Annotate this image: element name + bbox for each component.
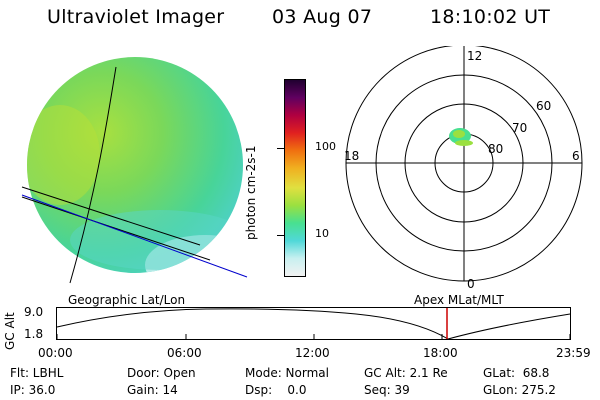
color-scale-tick-100 bbox=[277, 148, 284, 149]
glat-info: GLat: 68.8 bbox=[483, 366, 550, 380]
earth-disk bbox=[27, 57, 243, 273]
ip-info: IP: 36.0 bbox=[10, 383, 56, 397]
timeline-y-tick-bottom: 1.8 bbox=[24, 327, 44, 341]
glon-info: GLon: 275.2 bbox=[483, 383, 556, 397]
sequence-info: Seq: 39 bbox=[364, 383, 410, 397]
meridian-line bbox=[69, 66, 117, 284]
filter-info: Flt: LBHL bbox=[10, 366, 64, 380]
observation-date: 03 Aug 07 bbox=[272, 6, 373, 28]
timeline-x-tick-1200: 12:00 bbox=[295, 346, 330, 360]
timeline-y-axis-label: GC Alt bbox=[3, 312, 17, 350]
lat-label-80: 80 bbox=[488, 142, 503, 156]
lat-label-70: 70 bbox=[512, 121, 527, 135]
door-info: Door: Open bbox=[127, 366, 196, 380]
timeline-x-tick-2359: 23:59 bbox=[556, 346, 591, 360]
mlt-label-12: 12 bbox=[467, 49, 482, 63]
color-scale-bar bbox=[284, 79, 306, 277]
lat-label-60: 60 bbox=[536, 99, 551, 113]
dsp-info: Dsp: 0.0 bbox=[245, 383, 307, 397]
color-scale-label-10: 10 bbox=[315, 227, 329, 240]
timeline-frame bbox=[56, 307, 571, 340]
observation-time: 18:10:02 UT bbox=[430, 6, 551, 28]
gc-alt-info: GC Alt: 2.1 Re bbox=[364, 366, 448, 380]
aurora-blob bbox=[449, 128, 473, 146]
polar-mlat-mlt-plot: 12 18 6 0 60 70 80 bbox=[344, 46, 583, 290]
timeline-y-tick-top: 9.0 bbox=[24, 305, 44, 319]
latitude-line-lower bbox=[21, 196, 211, 261]
orbit-altitude-curve bbox=[56, 308, 571, 340]
color-scale-unit-label: photon cm-2s-1 bbox=[244, 145, 258, 241]
magnetic-line bbox=[21, 194, 248, 278]
mlt-label-0: 0 bbox=[467, 277, 475, 290]
timeline-x-tick-1800: 18:00 bbox=[423, 346, 458, 360]
timeline-x-tick-0600: 06:00 bbox=[167, 346, 202, 360]
uv-earth-image bbox=[21, 57, 248, 284]
timeline-right-label: Apex MLat/MLT bbox=[414, 293, 504, 307]
mode-info: Mode: Normal bbox=[245, 366, 329, 380]
orbit-altitude-timeline bbox=[56, 307, 571, 340]
color-scale-tick-10 bbox=[277, 235, 284, 236]
timeline-left-label: Geographic Lat/Lon bbox=[68, 293, 186, 307]
image-title: Ultraviolet Imager bbox=[47, 6, 225, 28]
mlt-label-18: 18 bbox=[344, 149, 359, 163]
gain-info: Gain: 14 bbox=[127, 383, 178, 397]
latitude-line-upper bbox=[21, 186, 201, 246]
color-scale-label-100: 100 bbox=[315, 140, 336, 153]
timeline-x-ticks bbox=[56, 334, 571, 339]
mlt-label-6: 6 bbox=[572, 149, 580, 163]
timeline-x-tick-0000: 00:00 bbox=[38, 346, 73, 360]
